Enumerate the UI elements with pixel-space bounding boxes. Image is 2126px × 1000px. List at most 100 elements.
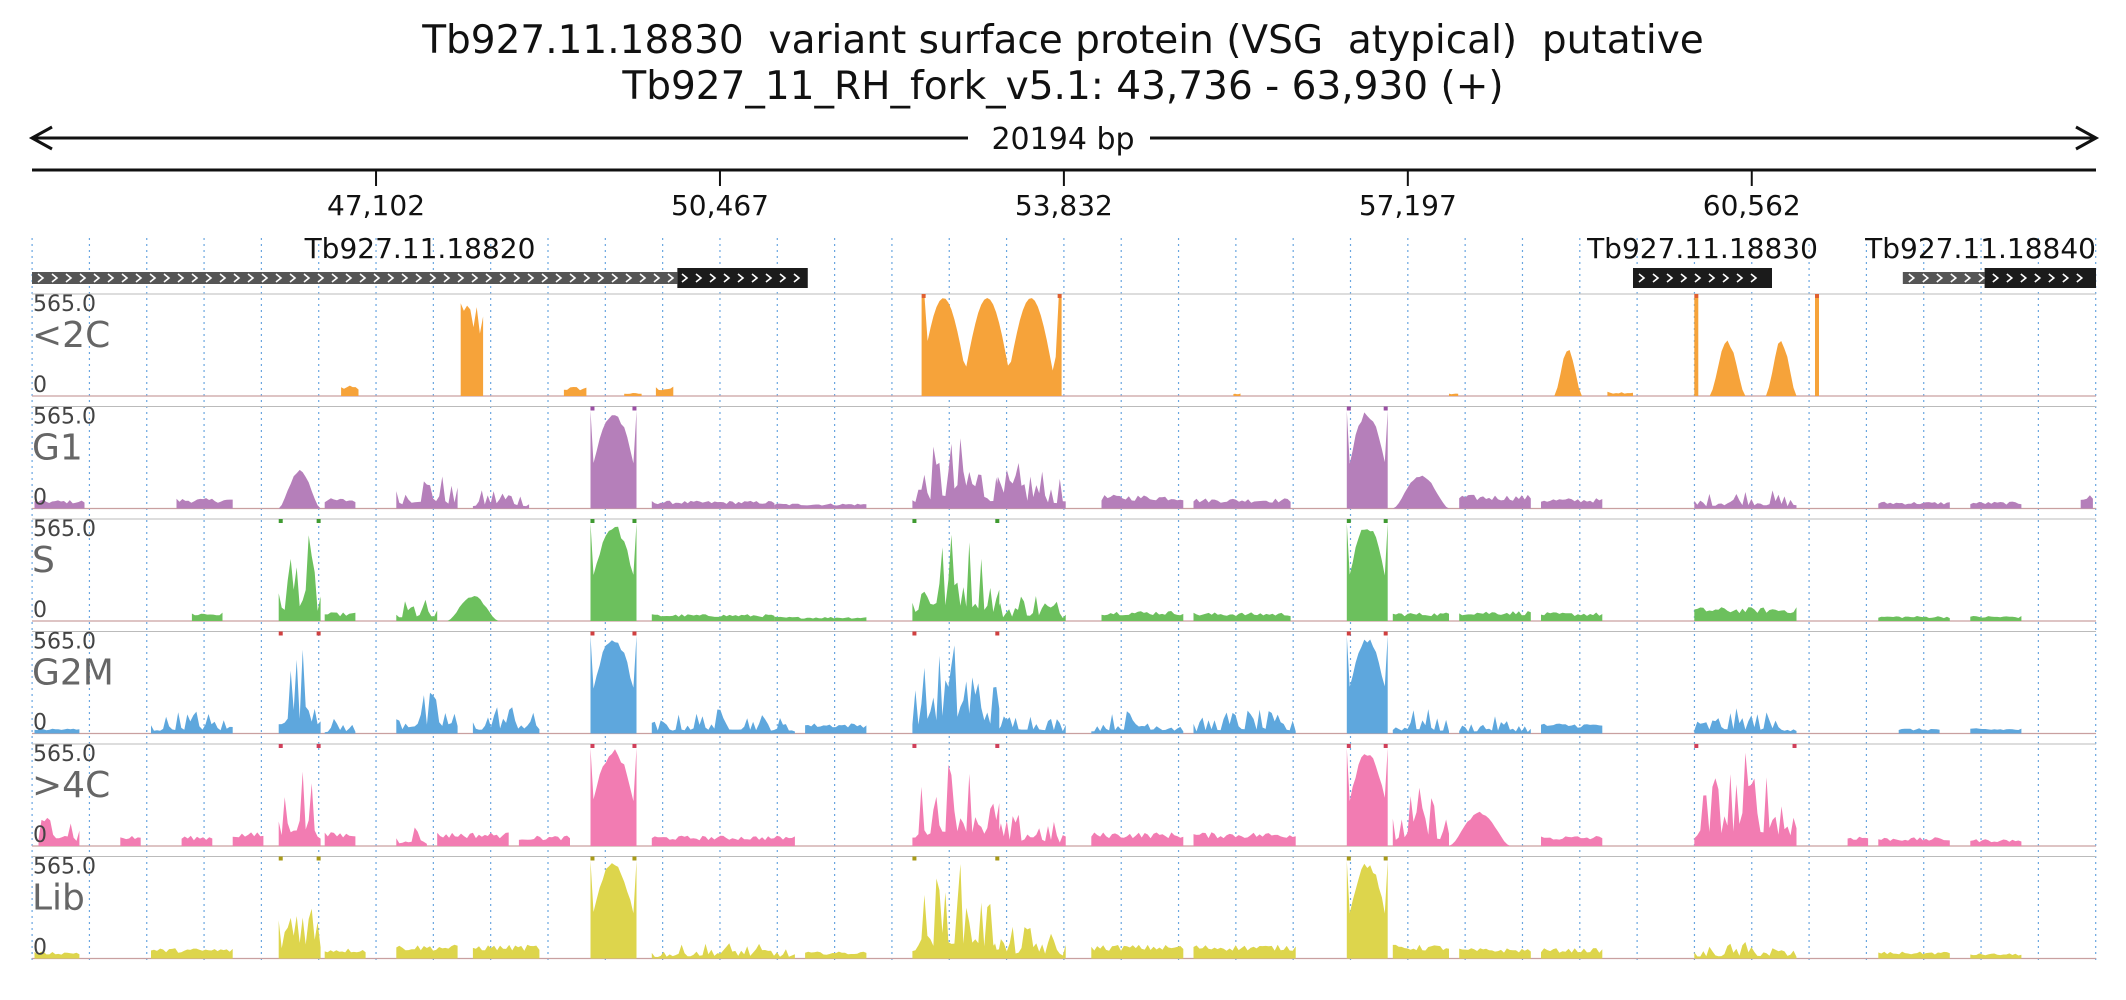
strand-chevron bbox=[2034, 273, 2042, 283]
coverage-peak bbox=[1847, 836, 1869, 846]
clip-marker bbox=[1383, 631, 1388, 636]
clip-marker bbox=[632, 631, 637, 636]
strand-chevron bbox=[681, 273, 689, 283]
coverage-peak bbox=[1694, 298, 1819, 396]
ruler-tick-label: 53,832 bbox=[1015, 189, 1113, 222]
span-indicator: 20194 bp bbox=[28, 122, 2100, 157]
clip-marker bbox=[1383, 519, 1388, 523]
coverage-peak bbox=[1970, 839, 2022, 846]
coverage-peak bbox=[1694, 708, 1797, 734]
strand-chevron bbox=[569, 273, 577, 283]
clip-marker bbox=[1346, 631, 1351, 636]
coverage-peak bbox=[1101, 611, 1184, 621]
coverage-peak bbox=[1541, 723, 1603, 734]
coverage-peak bbox=[151, 948, 233, 959]
gene-label: Tb927.11.18840 bbox=[1864, 232, 2096, 265]
coverage-peak bbox=[396, 944, 458, 959]
coverage-peak bbox=[1091, 944, 1184, 959]
coverage-peak bbox=[1694, 942, 1797, 959]
track-label: >4C bbox=[32, 765, 110, 806]
gene-track: Tb927.11.18820 Tb927.11.18830 Tb927.11.188… bbox=[32, 232, 2096, 288]
coverage-peak bbox=[805, 951, 867, 959]
clip-marker bbox=[995, 519, 1000, 523]
gene-label: Tb927.11.18820 bbox=[304, 232, 536, 265]
coverage-peak bbox=[1459, 948, 1531, 959]
strand-chevron bbox=[401, 273, 409, 283]
coverage-peak bbox=[563, 387, 587, 396]
track-scale-min: 0 bbox=[33, 486, 47, 511]
coverage-peak bbox=[1541, 498, 1603, 509]
coverage-peak bbox=[1459, 494, 1531, 509]
coverage-peak bbox=[1449, 393, 1459, 396]
strand-chevron bbox=[1950, 273, 1958, 283]
clip-marker bbox=[632, 406, 637, 411]
clip-marker bbox=[1815, 294, 1820, 298]
coverage-peak bbox=[1541, 948, 1603, 959]
clip-marker bbox=[316, 631, 321, 636]
coverage-peak bbox=[1392, 475, 1449, 509]
gene-model: Tb927.11.18820 bbox=[32, 232, 808, 288]
coverage-peak bbox=[989, 814, 1066, 846]
coverage-peak bbox=[651, 500, 775, 509]
coverage-track: 565.0 0 <2C bbox=[32, 292, 2096, 398]
strand-chevron bbox=[443, 273, 451, 283]
strand-chevron bbox=[1638, 273, 1646, 283]
coverage-peak bbox=[232, 832, 264, 846]
coverage-peak bbox=[396, 692, 458, 734]
coverage-peak bbox=[341, 385, 359, 396]
coverage-track: 565.0 0 S bbox=[32, 517, 2096, 623]
coverage-peak bbox=[651, 835, 795, 846]
coverage-peak bbox=[396, 599, 438, 621]
coverage-track: 565.0 0 G1 bbox=[32, 405, 2096, 511]
span-label: 20194 bp bbox=[991, 122, 1134, 157]
track-scale-max: 565.0 bbox=[33, 742, 96, 767]
clip-marker bbox=[278, 856, 283, 861]
coverage-peak bbox=[805, 723, 867, 734]
coverage-peak bbox=[1392, 612, 1449, 621]
coverage-peak bbox=[38, 817, 80, 846]
strand-chevron bbox=[135, 273, 143, 283]
coverage-track: 565.0 0 Lib bbox=[32, 855, 2096, 961]
clip-marker bbox=[316, 519, 321, 523]
coverage-peak bbox=[472, 944, 540, 959]
ruler-tick-label: 60,562 bbox=[1703, 189, 1801, 222]
strand-chevron bbox=[93, 273, 101, 283]
strand-chevron bbox=[1750, 273, 1758, 283]
clip-marker bbox=[912, 744, 917, 748]
ruler: 47,102 50,467 53,832 57,197 60,562 bbox=[32, 168, 2096, 222]
coverage-peak bbox=[278, 469, 321, 509]
clip-marker bbox=[316, 744, 321, 748]
ruler-tick-label: 57,197 bbox=[1359, 189, 1457, 222]
clip-marker bbox=[1383, 744, 1388, 748]
strand-chevron bbox=[1978, 273, 1986, 283]
coverage-peak bbox=[1346, 523, 1388, 621]
coverage-peak bbox=[1694, 607, 1797, 621]
strand-chevron bbox=[513, 273, 521, 283]
grid-lines bbox=[31, 238, 2097, 962]
coverage-peak bbox=[1970, 616, 2022, 621]
coverage-peak bbox=[447, 596, 499, 621]
strand-chevron bbox=[723, 273, 731, 283]
chart-subtitle: Tb927_11_RH_fork_v5.1: 43,736 - 63,930 (… bbox=[622, 64, 1504, 109]
coverage-peak bbox=[912, 864, 1000, 959]
coverage-peak bbox=[912, 438, 1000, 509]
strand-chevron bbox=[2076, 273, 2084, 283]
coverage-peak bbox=[472, 707, 540, 734]
strand-chevron bbox=[2006, 273, 2014, 283]
strand-chevron bbox=[779, 273, 787, 283]
track-scale-max: 565.0 bbox=[33, 517, 96, 542]
strand-chevron bbox=[1736, 273, 1744, 283]
span-arrowhead-right bbox=[2075, 125, 2100, 151]
coverage-peak bbox=[1878, 951, 1950, 959]
strand-chevron bbox=[331, 273, 339, 283]
clip-marker bbox=[278, 744, 283, 748]
clip-marker bbox=[995, 631, 1000, 636]
strand-chevron bbox=[205, 273, 213, 283]
strand-chevron bbox=[597, 273, 605, 283]
strand-chevron bbox=[1694, 273, 1702, 283]
strand-chevron bbox=[275, 273, 283, 283]
clip-marker bbox=[912, 631, 917, 636]
strand-chevron bbox=[387, 273, 395, 283]
clip-marker bbox=[995, 744, 1000, 748]
